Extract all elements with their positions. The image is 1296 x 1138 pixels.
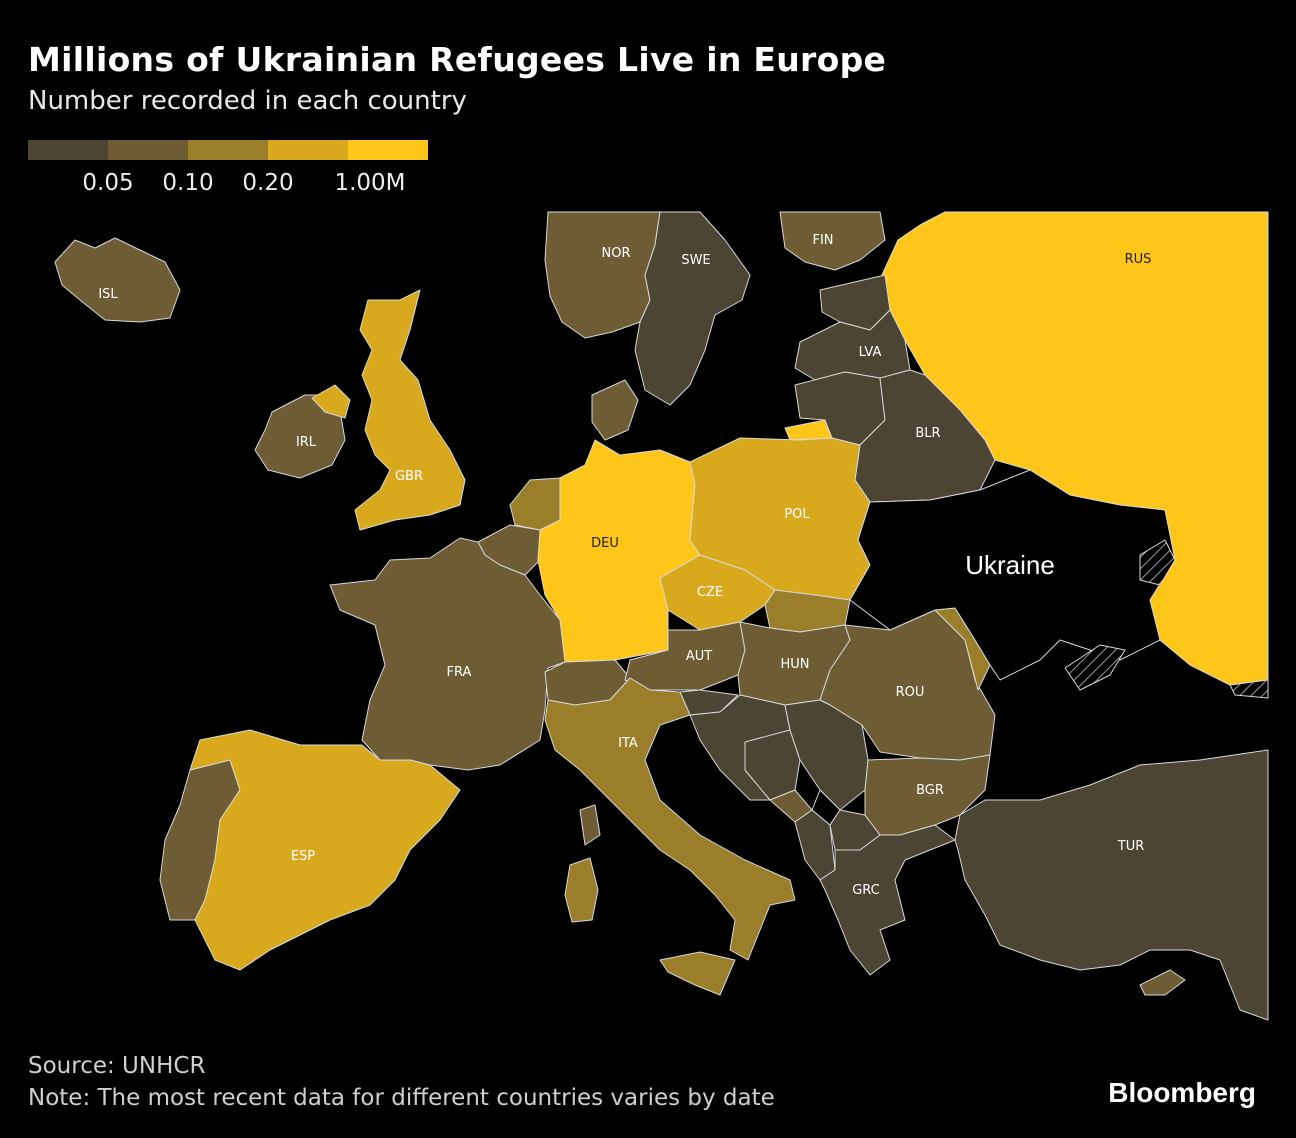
legend-swatch-1 <box>28 140 108 160</box>
country-label-aut: AUT <box>686 649 712 664</box>
legend-tick-3: 0.20 <box>242 170 294 196</box>
country-fin[interactable] <box>779 211 886 271</box>
chart-subtitle: Number recorded in each country <box>28 86 467 116</box>
country-ita[interactable] <box>544 677 796 961</box>
country-label-deu: DEU <box>591 536 619 551</box>
country-tur[interactable] <box>954 749 1269 1021</box>
country-ita-sardinia[interactable] <box>564 857 599 923</box>
country-label-rus: RUS <box>1125 252 1152 267</box>
country-label-swe: SWE <box>681 253 710 268</box>
legend-swatch-3 <box>188 140 268 160</box>
legend-tick-2: 0.10 <box>162 170 214 196</box>
country-cyp[interactable] <box>1139 969 1186 996</box>
country-ukr[interactable] <box>849 469 1176 681</box>
country-label-isl: ISL <box>98 287 118 302</box>
country-isl[interactable] <box>54 237 181 323</box>
occupied-area-crimea <box>1064 644 1126 691</box>
bloomberg-logo: Bloomberg <box>1108 1077 1256 1108</box>
country-label-hun: HUN <box>780 657 809 672</box>
country-label-rou: ROU <box>896 685 925 700</box>
country-swe[interactable] <box>634 211 751 406</box>
legend-bar <box>28 140 428 160</box>
country-label-lva: LVA <box>859 345 882 360</box>
country-label-fin: FIN <box>812 233 833 248</box>
country-fra[interactable] <box>329 537 566 771</box>
color-legend: 0.05 0.10 0.20 1.00M <box>28 140 428 200</box>
country-deu[interactable] <box>537 439 701 663</box>
occupied-area-south <box>1229 679 1269 699</box>
country-label-pol: POL <box>784 507 810 522</box>
country-label-cze: CZE <box>697 585 723 600</box>
country-gbr[interactable] <box>354 289 466 531</box>
legend-tick-1: 0.05 <box>82 170 134 196</box>
country-nld[interactable] <box>509 477 561 531</box>
occupied-area-east <box>1139 539 1176 586</box>
country-fra-corsica[interactable] <box>579 804 601 846</box>
legend-swatch-2 <box>108 140 188 160</box>
country-label-esp: ESP <box>291 849 315 864</box>
country-label-gbr: GBR <box>395 469 423 484</box>
country-label-grc: GRC <box>852 883 880 898</box>
country-irl[interactable] <box>254 394 346 479</box>
country-label-ita: ITA <box>618 736 638 751</box>
legend-swatch-5 <box>348 140 428 160</box>
country-label-tur: TUR <box>1117 839 1145 854</box>
country-label-nor: NOR <box>602 246 631 261</box>
ukraine-label: Ukraine <box>965 550 1055 580</box>
country-label-fra: FRA <box>447 665 472 680</box>
country-rus-kaliningrad[interactable] <box>784 419 833 441</box>
country-esp[interactable] <box>189 729 461 971</box>
country-ita-sicily[interactable] <box>659 951 736 996</box>
data-note: Note: The most recent data for different… <box>28 1085 775 1111</box>
country-dnk[interactable] <box>591 379 639 441</box>
country-bgr[interactable] <box>864 754 991 836</box>
country-gbr-ni[interactable] <box>311 384 351 419</box>
country-label-blr: BLR <box>915 426 940 441</box>
chart-title: Millions of Ukrainian Refugees Live in E… <box>28 40 887 79</box>
source-note: Source: UNHCR <box>28 1053 206 1079</box>
legend-swatch-4 <box>268 140 348 160</box>
country-label-irl: IRL <box>296 435 317 450</box>
country-label-bgr: BGR <box>916 783 944 798</box>
country-grc[interactable] <box>819 824 956 976</box>
legend-tick-4: 1.00M <box>334 170 406 196</box>
